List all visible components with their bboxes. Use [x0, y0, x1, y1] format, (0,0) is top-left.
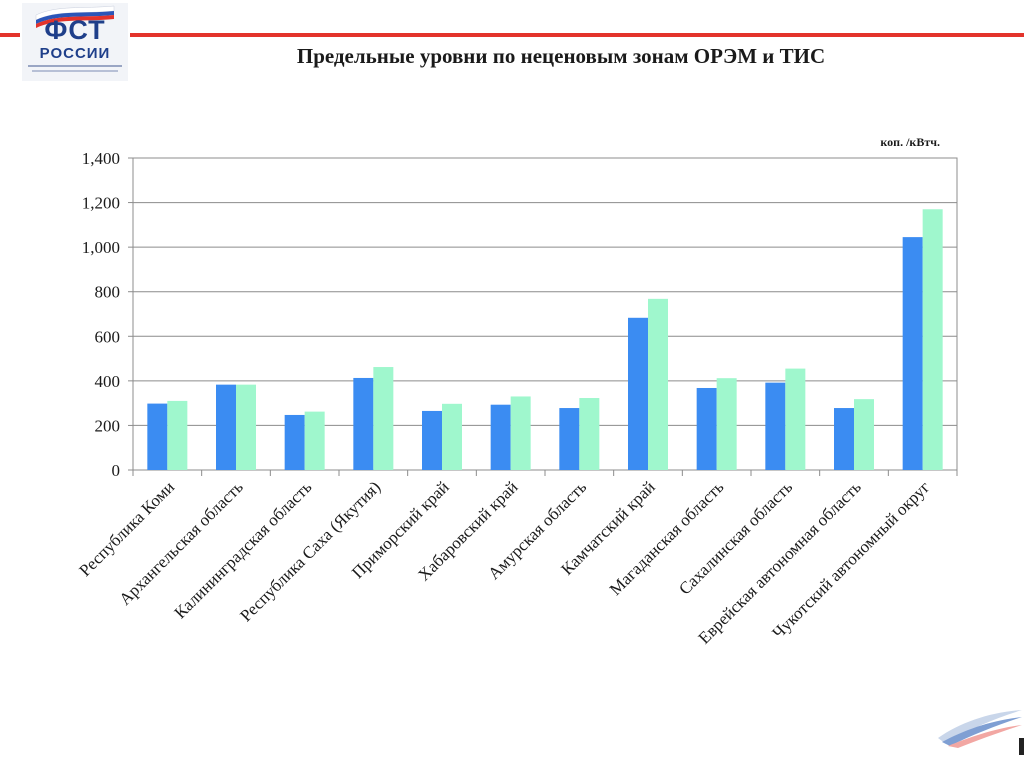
bar-series1 — [284, 414, 305, 470]
logo-tagline — [32, 70, 118, 72]
x-category-label: Калининградская область — [171, 477, 316, 622]
bar-series1 — [422, 410, 442, 470]
y-tick-label: 600 — [95, 327, 121, 346]
bar-series2 — [716, 378, 737, 470]
logo-wordmark: ФСТ — [44, 15, 106, 45]
bar-series2 — [922, 209, 943, 470]
swoosh-logo-icon — [938, 710, 1022, 748]
bar-series1 — [834, 408, 854, 470]
bar-series1 — [902, 237, 923, 470]
bar-series2 — [373, 367, 394, 470]
bar-series1 — [559, 408, 580, 470]
bar-series1 — [147, 403, 168, 470]
y-tick-label: 200 — [95, 416, 121, 435]
bar-series2 — [648, 298, 668, 470]
bar-series1 — [216, 384, 236, 470]
logo-subword: РОССИИ — [39, 45, 111, 62]
bar-series1 — [696, 387, 717, 470]
bar-series2 — [304, 411, 325, 470]
x-category-label: Магаданская область — [606, 477, 728, 599]
logo-tagline — [28, 65, 122, 67]
fst-logo: ФСТ РОССИИ — [22, 3, 128, 81]
y-tick-label: 400 — [95, 372, 121, 391]
y-tick-label: 1,400 — [82, 149, 120, 168]
y-tick-label: 1,200 — [82, 194, 120, 213]
plot-area — [132, 157, 958, 471]
flag-wave-icon — [35, 5, 115, 28]
header-red-line-left — [0, 33, 20, 37]
bar-series2 — [236, 384, 256, 470]
y-tick-label: 0 — [112, 461, 121, 480]
bar-series2 — [785, 368, 806, 470]
bar-series1 — [353, 377, 374, 470]
bar-series2 — [579, 398, 600, 470]
x-category-label: Сахалинская область — [675, 477, 796, 598]
slide-title: Предельные уровни по неценовым зонам ОРЭ… — [296, 44, 826, 68]
bar-series2 — [167, 400, 188, 470]
bar-series1 — [628, 317, 648, 470]
x-category-label: Архангельская область — [115, 477, 247, 609]
y-tick-label: 800 — [95, 283, 121, 302]
x-category-label: Республика Саха (Якутия) — [236, 477, 384, 625]
header-red-line — [130, 33, 1024, 37]
y-tick-label: 1,000 — [82, 238, 120, 257]
bar-series1 — [490, 404, 511, 470]
bar-series2 — [510, 396, 531, 470]
bar-series1 — [765, 382, 786, 470]
page-marker — [1019, 738, 1024, 755]
bar-series2 — [854, 399, 874, 470]
bar-series2 — [442, 403, 462, 470]
unit-label: коп. /кВтч. — [880, 135, 940, 149]
